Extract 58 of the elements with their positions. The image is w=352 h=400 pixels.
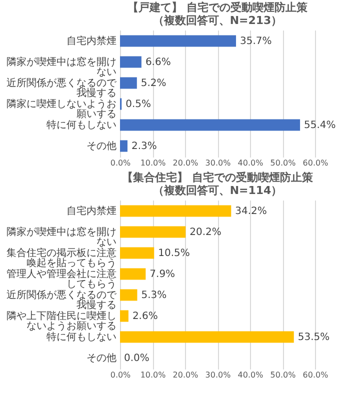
x-tick-label: 10.0%: [140, 370, 166, 380]
y-tick-label: 隣家が喫煙中は窓を開けない: [6, 226, 116, 248]
data-label: 5.2%: [140, 78, 166, 90]
data-label: 35.7%: [240, 36, 272, 48]
bar: [120, 289, 138, 301]
y-tick-label: その他: [86, 140, 116, 152]
bar: [120, 119, 300, 131]
y-tick-label: 隣家が喫煙中は窓を開けない: [6, 56, 116, 78]
bar: [120, 268, 146, 280]
bar: [120, 247, 154, 259]
chart-title: 【戸建て】 自宅での受動喫煙防止策: [128, 1, 308, 14]
y-tick-label: 特に何もしない: [46, 119, 116, 132]
data-label: 0.5%: [126, 99, 151, 110]
chart-subtitle: （複数回答可、N=213）: [152, 14, 282, 27]
data-label: 2.3%: [131, 141, 157, 152]
data-label: 10.5%: [158, 248, 190, 260]
bar: [120, 56, 142, 68]
data-label: 0.0%: [124, 353, 150, 364]
x-tick-label: 40.0%: [238, 158, 264, 168]
y-tick-label: 自宅内禁煙: [66, 205, 116, 218]
x-tick-label: 0.0%: [110, 370, 132, 380]
data-label: 20.2%: [190, 227, 222, 238]
x-tick-label: 10.0%: [140, 158, 166, 168]
x-tick-label: 60.0%: [302, 370, 329, 380]
y-tick-label: 集合住宅の掲示板に注意喚起を貼ってもらう: [6, 247, 116, 270]
x-tick-label: 20.0%: [172, 158, 199, 168]
data-label: 55.4%: [304, 120, 336, 132]
y-tick-label: 近所関係が悪くなるので我慢する: [6, 289, 118, 312]
chart-title: 【集合住宅】 自宅での受動喫煙防止策: [122, 171, 314, 184]
y-tick-label: 特に何もしない: [46, 331, 116, 344]
x-tick-label: 50.0%: [270, 158, 296, 168]
bar: [120, 310, 128, 322]
x-tick-label: 40.0%: [238, 370, 264, 380]
y-tick-label: 管理人や管理会社に注意してもらう: [6, 268, 116, 290]
bar: [120, 226, 186, 238]
x-tick-label: 20.0%: [172, 370, 199, 380]
y-tick-label: 近所関係が悪くなるので我慢する: [6, 77, 118, 100]
data-label: 53.5%: [298, 332, 330, 344]
data-label: 2.6%: [132, 311, 158, 322]
data-label: 6.6%: [145, 57, 171, 68]
data-label: 34.2%: [235, 206, 267, 218]
x-tick-label: 60.0%: [302, 158, 329, 168]
x-tick-label: 50.0%: [270, 370, 296, 380]
x-tick-label: 0.0%: [110, 158, 132, 168]
chart-subtitle: （複数回答可、N=114）: [152, 184, 282, 198]
y-tick-label: 隣や上下階住民に喫煙しないようお願いする: [6, 310, 116, 332]
bar: [120, 140, 128, 152]
bar: [120, 35, 236, 47]
x-tick-label: 30.0%: [205, 158, 232, 168]
y-tick-label: 自宅内禁煙: [66, 35, 116, 48]
data-label: 7.9%: [150, 269, 176, 280]
data-label: 5.3%: [141, 290, 167, 302]
bar: [120, 331, 294, 343]
x-tick-label: 30.0%: [205, 370, 232, 380]
y-tick-label: その他: [86, 352, 116, 364]
bar: [120, 77, 137, 89]
bar: [120, 205, 232, 217]
y-tick-label: 隣家に喫煙しないようお願いする: [6, 98, 116, 120]
